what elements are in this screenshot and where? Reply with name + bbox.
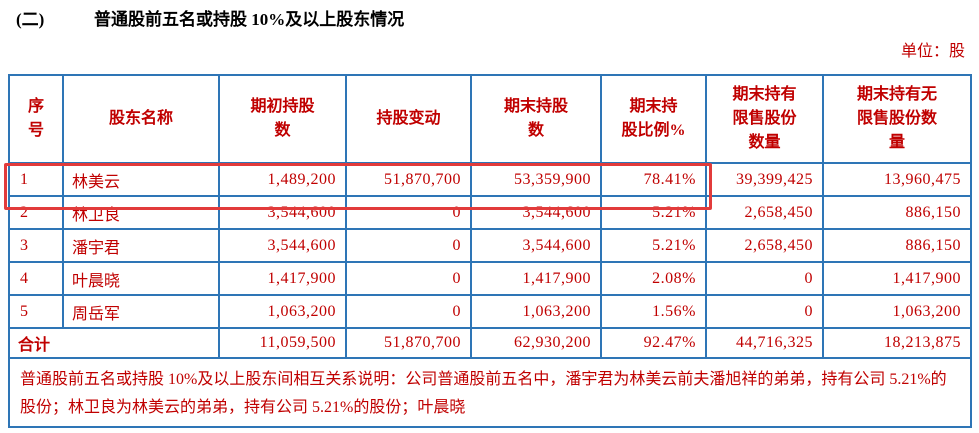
cell-final-shares: 53,359,900 bbox=[470, 162, 602, 197]
table-row: 4 叶晨晓 1,417,900 0 1,417,900 2.08% 0 1,41… bbox=[8, 261, 972, 296]
shareholders-table: 序 号 股东名称 期初持股 数 持股变动 期末持股 数 期末持 股比例% 期末持… bbox=[8, 74, 972, 428]
cell-restricted-shares: 39,399,425 bbox=[705, 162, 824, 197]
note-row: 普通股前五名或持股 10%及以上股东间相互关系说明：公司普通股前五名中，潘宇君为… bbox=[8, 357, 972, 428]
table-row: 3 潘宇君 3,544,600 0 3,544,600 5.21% 2,658,… bbox=[8, 228, 972, 263]
cell-final-shares: 1,417,900 bbox=[470, 261, 602, 296]
header-row: 序 号 股东名称 期初持股 数 持股变动 期末持股 数 期末持 股比例% 期末持… bbox=[8, 74, 972, 164]
table-row: 2 林卫良 3,544,600 0 3,544,600 5.21% 2,658,… bbox=[8, 195, 972, 230]
cell-shareholder-name: 周岳军 bbox=[62, 294, 220, 329]
col-header-final-ratio: 期末持 股比例% bbox=[600, 74, 707, 164]
total-row: 合计 11,059,500 51,870,700 62,930,200 92.4… bbox=[8, 327, 972, 359]
section-index: (二) bbox=[16, 10, 45, 29]
col-header-share-change: 持股变动 bbox=[345, 74, 472, 164]
cell-total-final-ratio: 92.47% bbox=[600, 327, 707, 359]
cell-restricted-shares: 0 bbox=[705, 261, 824, 296]
table-row: 5 周岳军 1,063,200 0 1,063,200 1.56% 0 1,06… bbox=[8, 294, 972, 329]
cell-seq: 4 bbox=[8, 261, 64, 296]
cell-restricted-shares: 2,658,450 bbox=[705, 195, 824, 230]
col-header-seq: 序 号 bbox=[8, 74, 64, 164]
cell-seq: 5 bbox=[8, 294, 64, 329]
col-header-shareholder-name: 股东名称 bbox=[62, 74, 220, 164]
cell-total-share-change: 51,870,700 bbox=[345, 327, 472, 359]
cell-share-change: 0 bbox=[345, 195, 472, 230]
col-header-initial-shares: 期初持股 数 bbox=[218, 74, 347, 164]
section-title-row: (二) 普通股前五名或持股 10%及以上股东情况 bbox=[16, 8, 979, 32]
cell-initial-shares: 1,417,900 bbox=[218, 261, 347, 296]
cell-final-ratio: 2.08% bbox=[600, 261, 707, 296]
cell-final-shares: 3,544,600 bbox=[470, 195, 602, 230]
col-header-restricted-shares: 期末持有 限售股份 数量 bbox=[705, 74, 824, 164]
section-title: 普通股前五名或持股 10%及以上股东情况 bbox=[94, 10, 405, 29]
cell-unrestricted-shares: 1,063,200 bbox=[822, 294, 972, 329]
cell-final-ratio: 78.41% bbox=[600, 162, 707, 197]
cell-seq: 2 bbox=[8, 195, 64, 230]
cell-unrestricted-shares: 13,960,475 bbox=[822, 162, 972, 197]
cell-shareholder-name: 潘宇君 bbox=[62, 228, 220, 263]
cell-share-change: 0 bbox=[345, 228, 472, 263]
relationship-note: 普通股前五名或持股 10%及以上股东间相互关系说明：公司普通股前五名中，潘宇君为… bbox=[8, 357, 972, 428]
unit-label: 单位：股 bbox=[900, 43, 965, 60]
cell-initial-shares: 3,544,600 bbox=[218, 195, 347, 230]
cell-share-change: 51,870,700 bbox=[345, 162, 472, 197]
col-header-unrestricted-shares: 期末持有无 限售股份数 量 bbox=[822, 74, 972, 164]
cell-final-ratio: 1.56% bbox=[600, 294, 707, 329]
table-row: 1 林美云 1,489,200 51,870,700 53,359,900 78… bbox=[8, 162, 972, 197]
cell-total-restricted-shares: 44,716,325 bbox=[705, 327, 824, 359]
cell-total-label: 合计 bbox=[8, 327, 220, 359]
cell-final-ratio: 5.21% bbox=[600, 195, 707, 230]
cell-share-change: 0 bbox=[345, 261, 472, 296]
cell-total-initial-shares: 11,059,500 bbox=[218, 327, 347, 359]
cell-final-shares: 3,544,600 bbox=[470, 228, 602, 263]
cell-seq: 3 bbox=[8, 228, 64, 263]
cell-share-change: 0 bbox=[345, 294, 472, 329]
cell-shareholder-name: 林卫良 bbox=[62, 195, 220, 230]
cell-initial-shares: 1,489,200 bbox=[218, 162, 347, 197]
cell-total-unrestricted-shares: 18,213,875 bbox=[822, 327, 972, 359]
cell-shareholder-name: 叶晨晓 bbox=[62, 261, 220, 296]
cell-initial-shares: 3,544,600 bbox=[218, 228, 347, 263]
cell-shareholder-name: 林美云 bbox=[62, 162, 220, 197]
cell-seq: 1 bbox=[8, 162, 64, 197]
cell-unrestricted-shares: 1,417,900 bbox=[822, 261, 972, 296]
cell-restricted-shares: 2,658,450 bbox=[705, 228, 824, 263]
cell-final-shares: 1,063,200 bbox=[470, 294, 602, 329]
cell-unrestricted-shares: 886,150 bbox=[822, 228, 972, 263]
cell-total-final-shares: 62,930,200 bbox=[470, 327, 602, 359]
cell-restricted-shares: 0 bbox=[705, 294, 824, 329]
cell-unrestricted-shares: 886,150 bbox=[822, 195, 972, 230]
cell-final-ratio: 5.21% bbox=[600, 228, 707, 263]
cell-initial-shares: 1,063,200 bbox=[218, 294, 347, 329]
col-header-final-shares: 期末持股 数 bbox=[470, 74, 602, 164]
